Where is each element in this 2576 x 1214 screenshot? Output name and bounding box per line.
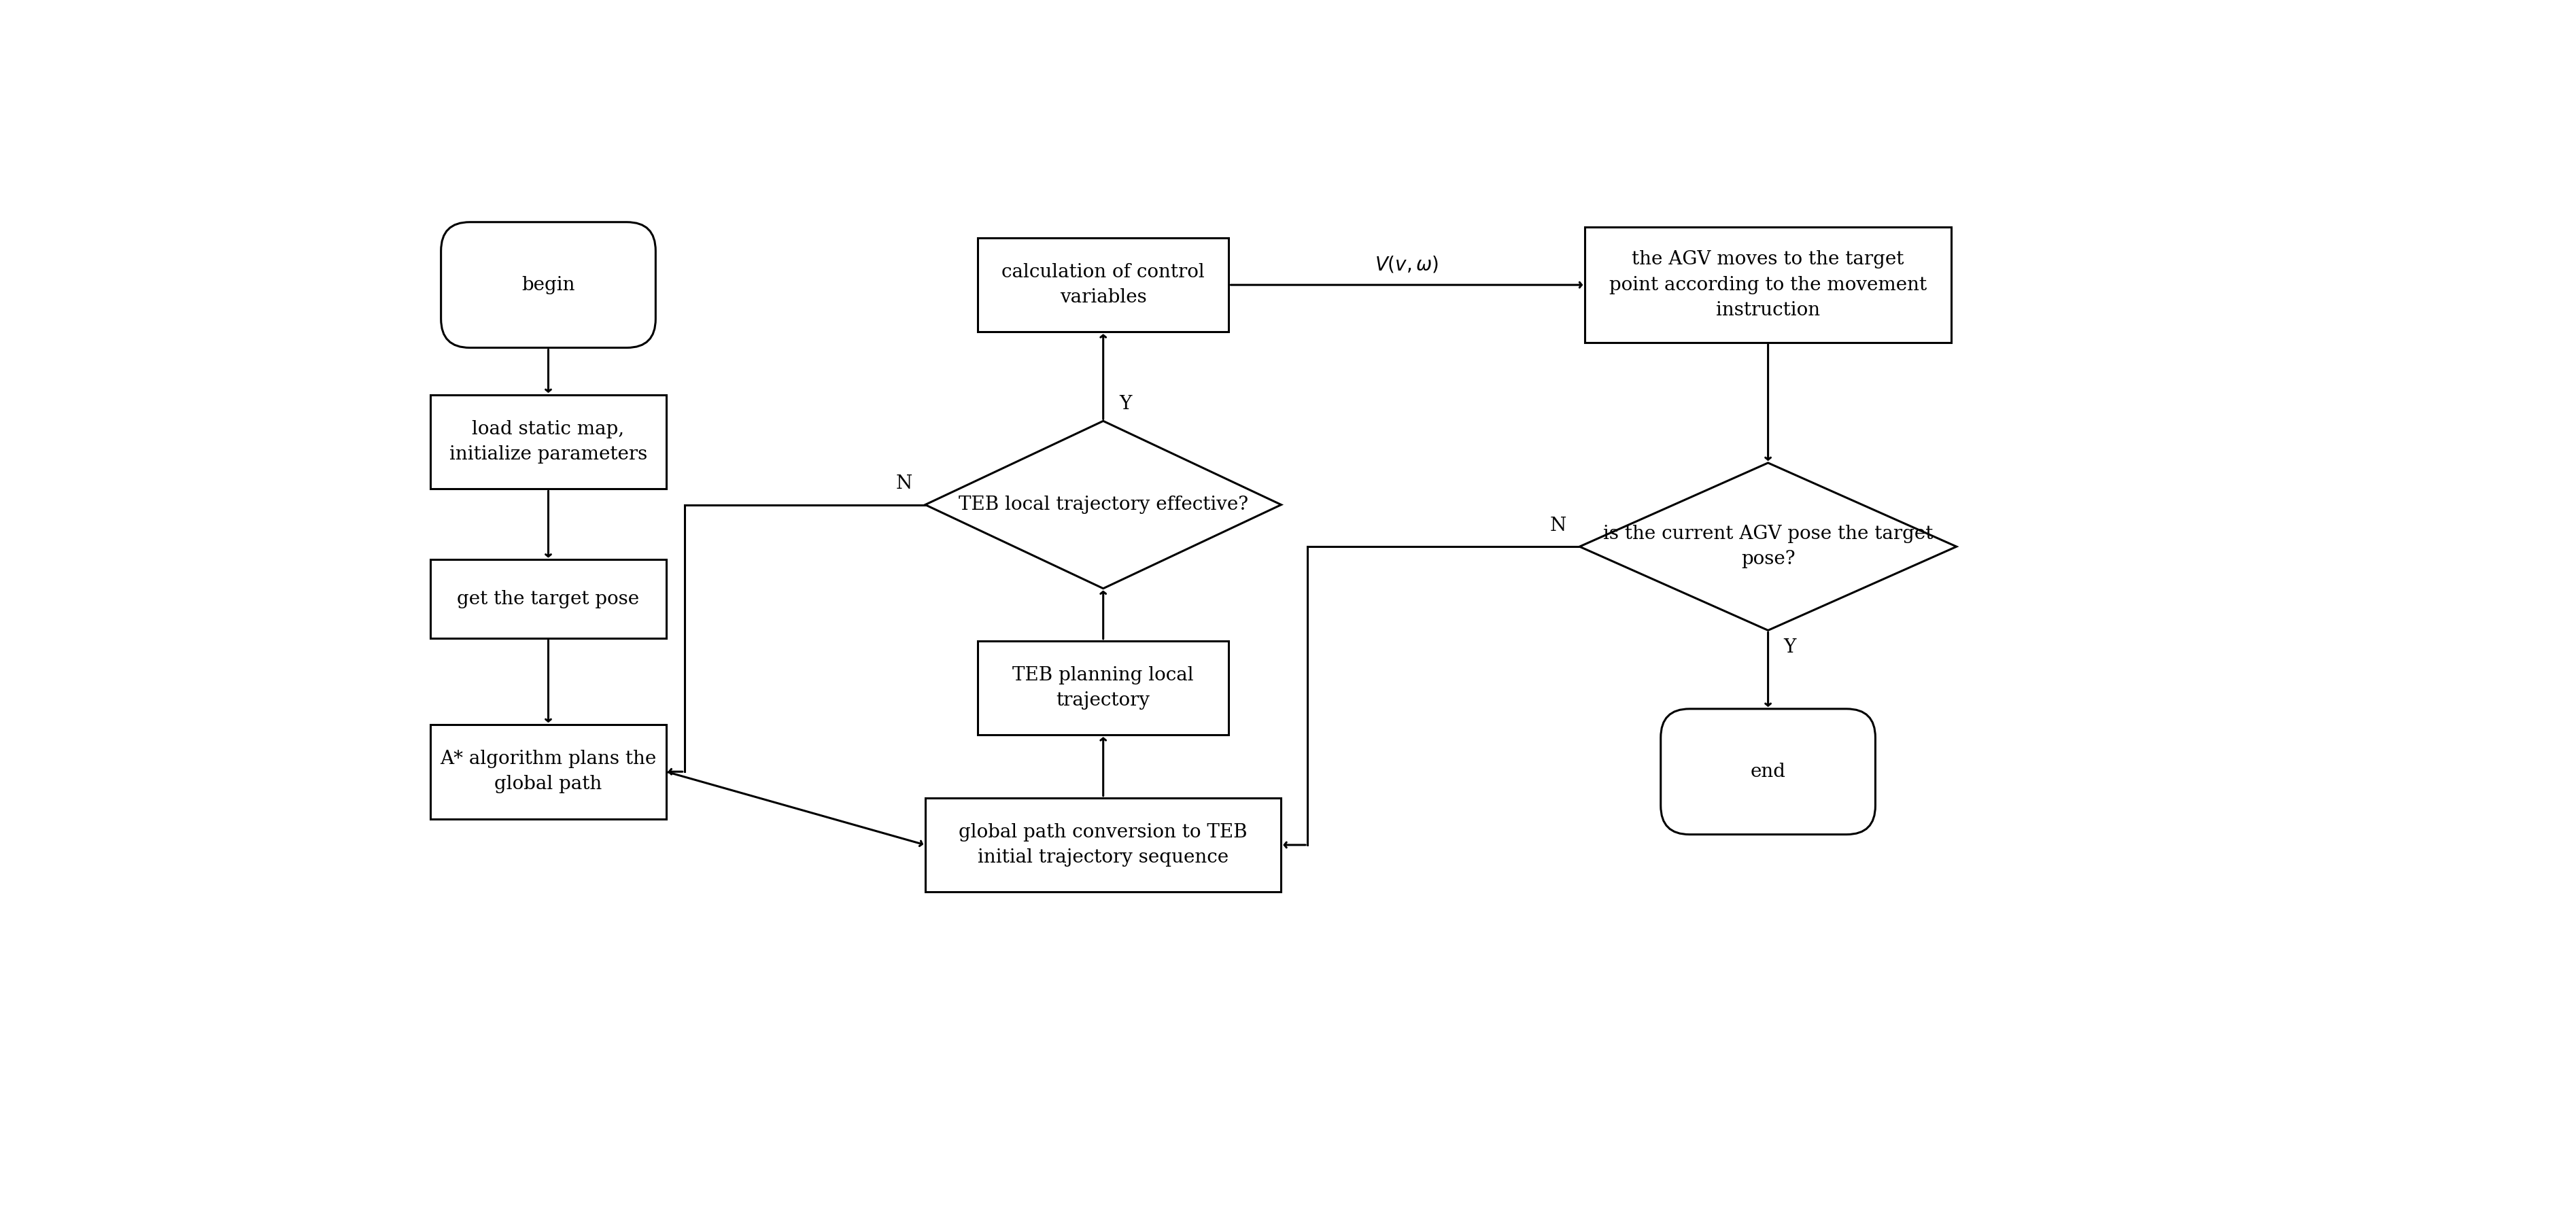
Text: $V(v,\omega)$: $V(v,\omega)$ xyxy=(1376,255,1440,274)
FancyBboxPatch shape xyxy=(1662,709,1875,834)
FancyBboxPatch shape xyxy=(430,725,667,818)
Text: calculation of control
variables: calculation of control variables xyxy=(1002,263,1206,307)
Text: N: N xyxy=(1551,516,1566,535)
Text: global path conversion to TEB
initial trajectory sequence: global path conversion to TEB initial tr… xyxy=(958,823,1247,867)
Text: is the current AGV pose the target
pose?: is the current AGV pose the target pose? xyxy=(1602,524,1932,568)
Text: TEB planning local
trajectory: TEB planning local trajectory xyxy=(1012,666,1193,710)
Text: begin: begin xyxy=(520,276,574,294)
Text: end: end xyxy=(1749,762,1785,781)
FancyBboxPatch shape xyxy=(976,641,1229,734)
FancyBboxPatch shape xyxy=(925,798,1280,892)
FancyBboxPatch shape xyxy=(430,395,667,489)
Polygon shape xyxy=(1579,463,1958,630)
FancyBboxPatch shape xyxy=(976,238,1229,331)
Text: A* algorithm plans the
global path: A* algorithm plans the global path xyxy=(440,750,657,794)
FancyBboxPatch shape xyxy=(440,222,657,347)
Polygon shape xyxy=(925,421,1280,589)
Text: load static map,
initialize parameters: load static map, initialize parameters xyxy=(448,420,647,464)
Text: N: N xyxy=(896,475,912,493)
Text: TEB local trajectory effective?: TEB local trajectory effective? xyxy=(958,495,1247,514)
Text: the AGV moves to the target
point according to the movement
instruction: the AGV moves to the target point accord… xyxy=(1610,250,1927,319)
Text: Y: Y xyxy=(1118,395,1131,413)
Text: get the target pose: get the target pose xyxy=(456,590,639,608)
FancyBboxPatch shape xyxy=(430,560,667,639)
FancyBboxPatch shape xyxy=(1584,227,1950,342)
Text: Y: Y xyxy=(1783,639,1795,657)
